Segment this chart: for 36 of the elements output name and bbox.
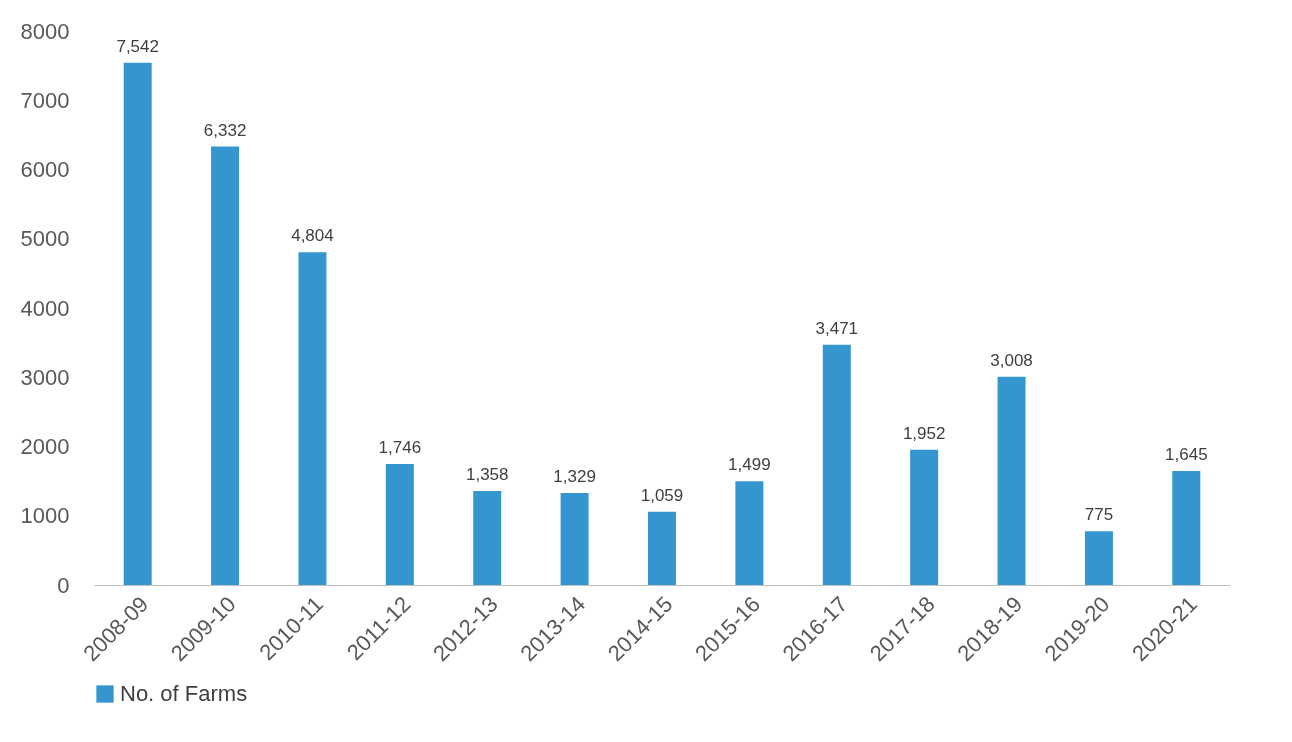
data-label: 1,645 [1165,445,1208,465]
data-label: 1,499 [728,455,771,475]
bar [997,376,1026,585]
data-label: 1,952 [902,423,946,443]
bar [123,62,152,585]
bar [910,449,939,585]
bar [822,344,851,585]
y-tick-label: 4000 [20,295,70,321]
bar [385,464,414,585]
data-label: 6,332 [203,120,247,140]
bar [1172,471,1201,585]
bar [298,252,327,585]
data-label: 1,746 [378,438,422,458]
y-tick-label: 2000 [20,434,70,459]
data-label: 1,358 [465,464,509,484]
data-label: 4,804 [291,226,334,246]
data-label: 7,542 [116,36,159,56]
bar [648,511,676,585]
data-label: 3,008 [990,350,1033,370]
y-tick-label: 7000 [20,87,70,113]
bar [560,492,589,585]
legend-label: No. of Farms [120,681,248,706]
y-tick-label: 8000 [20,18,70,44]
y-tick-label: 1000 [20,503,70,529]
bar [1084,531,1113,585]
bar [735,481,764,585]
y-tick-label: 0 [57,572,70,598]
data-label: 3,471 [815,318,859,338]
y-tick-label: 3000 [20,364,70,390]
data-label: 775 [1084,505,1114,525]
bar [473,490,502,585]
data-label: 1,059 [640,485,684,505]
data-label: 1,329 [553,466,596,486]
y-tick-label: 6000 [20,157,70,182]
bar [211,146,240,585]
y-tick-label: 5000 [20,226,70,252]
